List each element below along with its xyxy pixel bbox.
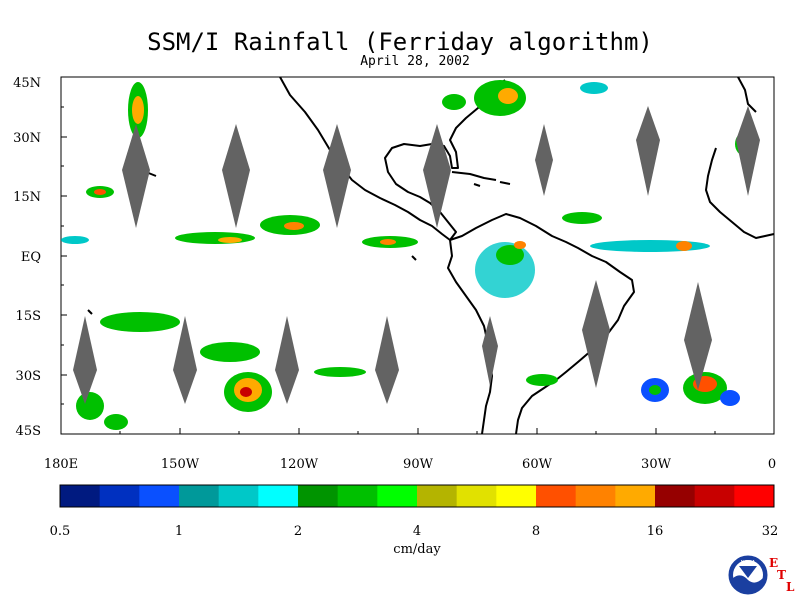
colorbar-swatch: [337, 485, 378, 507]
colorbar-tick-label: 16: [647, 524, 664, 539]
colorbar-swatch: [139, 485, 180, 507]
etl-letter: L: [786, 580, 795, 594]
lat-label: EQ: [21, 250, 41, 265]
colorbar-tick-label: 8: [532, 524, 540, 539]
colorbar-swatch: [536, 485, 577, 507]
colorbar-tick-label: 4: [413, 524, 421, 539]
lon-label: 150W: [161, 457, 200, 472]
orbit-gaps: [73, 106, 760, 404]
colorbar-tick-label: 1: [175, 524, 183, 539]
lon-label: 180E: [44, 457, 78, 472]
map-date: April 28, 2002: [360, 54, 470, 69]
colorbar-swatch: [99, 485, 140, 507]
colorbar-swatch: [496, 485, 537, 507]
lon-label: 90W: [403, 457, 434, 472]
lat-label: 45S: [16, 424, 41, 439]
colorbar-swatch: [218, 485, 259, 507]
etl-letter: T: [777, 568, 786, 582]
etl-letter: E: [769, 556, 779, 570]
lat-label: 15S: [16, 309, 41, 324]
map-title: SSM/I Rainfall (Ferriday algorithm): [147, 28, 653, 56]
lon-label: 0: [768, 457, 776, 472]
lat-label: 30S: [16, 369, 41, 384]
colorbar-swatch: [456, 485, 497, 507]
lat-label: 45N: [13, 76, 41, 91]
lon-label: 60W: [522, 457, 553, 472]
colorbar: [60, 485, 775, 507]
colorbar-tick-label: 32: [762, 524, 779, 539]
colorbar-swatch: [615, 485, 656, 507]
lat-label: 15N: [13, 190, 41, 205]
colorbar-swatch: [258, 485, 299, 507]
colorbar-tick-label: 0.5: [50, 524, 71, 539]
rain-patches: [61, 80, 755, 430]
axis-ticks: [60, 76, 775, 435]
colorbar-frame: [59, 484, 775, 508]
colorbar-unit-label: cm/day: [393, 542, 441, 557]
colorbar-swatch: [298, 485, 339, 507]
lat-label: 30N: [13, 131, 41, 146]
map-frame: [60, 76, 775, 435]
colorbar-swatch: [60, 485, 101, 507]
colorbar-swatch: [655, 485, 696, 507]
colorbar-swatch: [377, 485, 418, 507]
colorbar-swatch: [734, 485, 775, 507]
colorbar-tick-label: 2: [294, 524, 302, 539]
lon-label: 30W: [641, 457, 672, 472]
colorbar-swatch: [417, 485, 458, 507]
noaa-logo-icon: NOAA: [727, 554, 769, 596]
logo-text: NOAA: [741, 560, 756, 566]
colorbar-swatch: [179, 485, 220, 507]
lon-label: 120W: [280, 457, 319, 472]
colorbar-swatch: [694, 485, 735, 507]
colorbar-swatch: [575, 485, 616, 507]
